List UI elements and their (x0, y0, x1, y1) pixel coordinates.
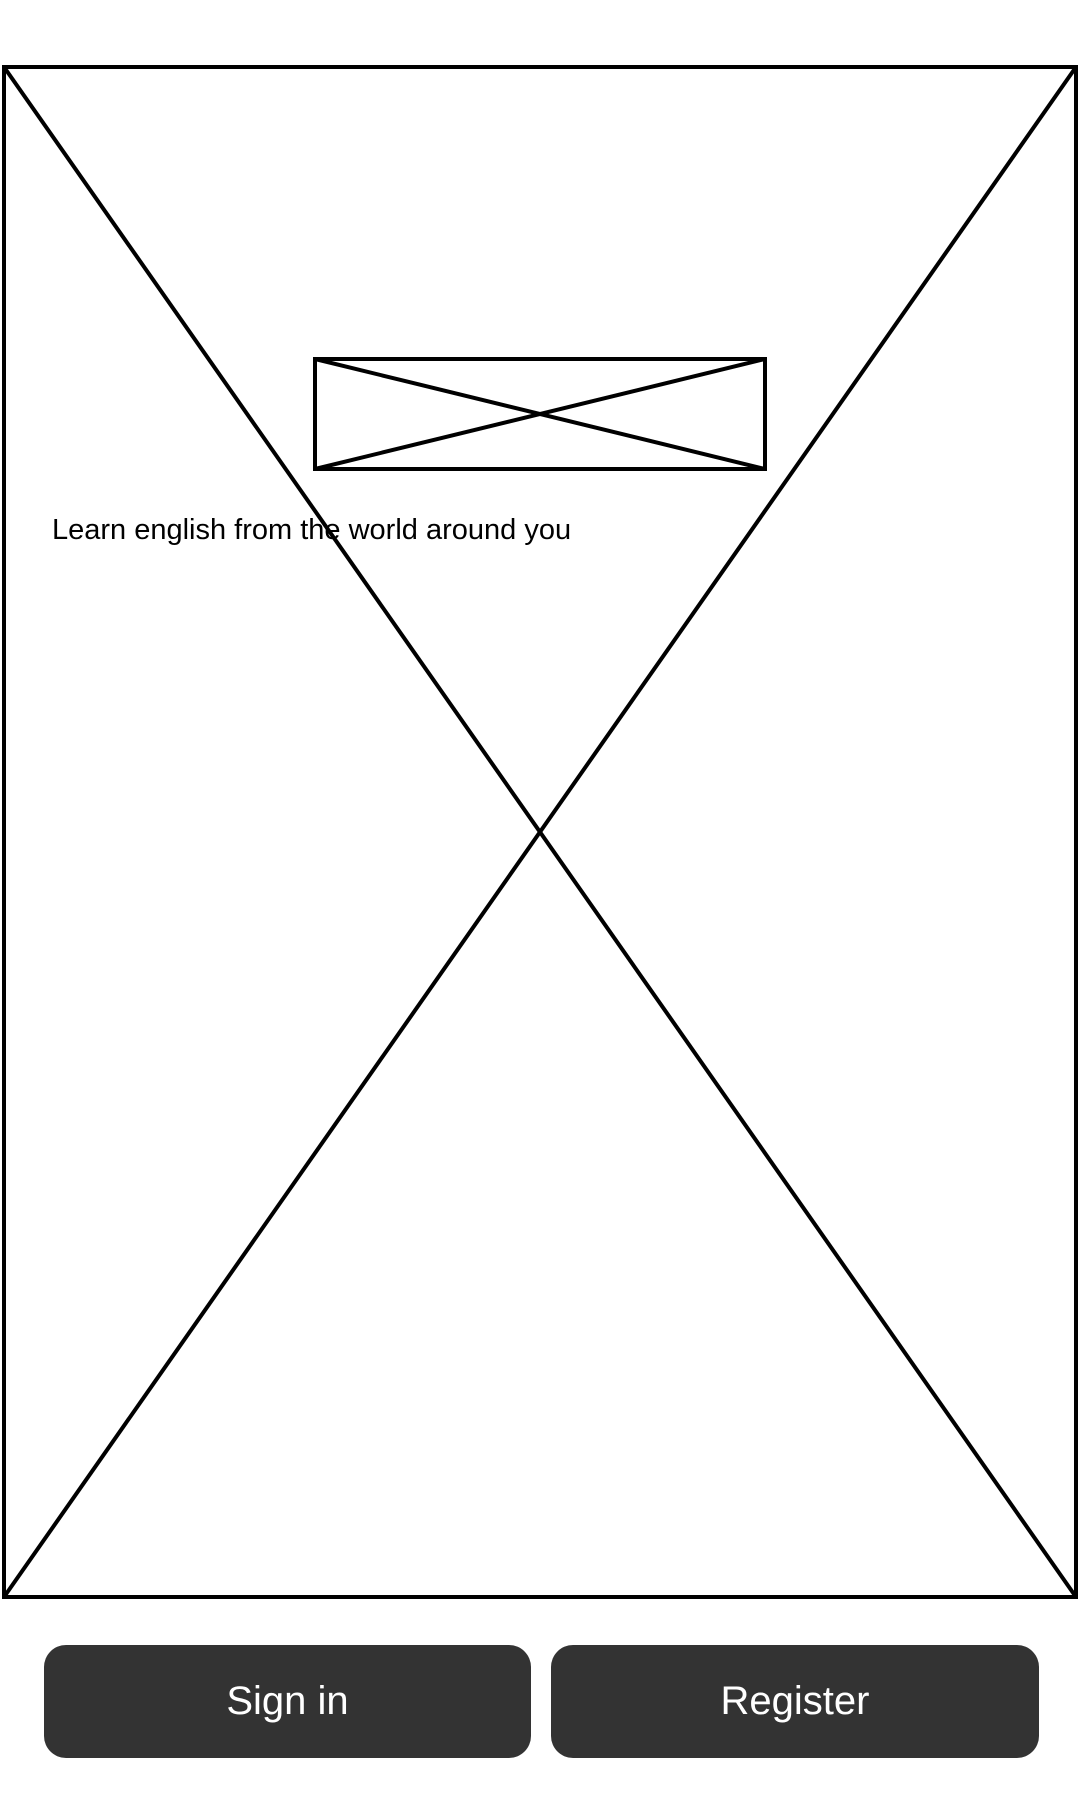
logo-image-cross-line (314, 357, 766, 471)
logo-image-placeholder (313, 357, 767, 471)
sign-in-button[interactable]: Sign in (44, 1645, 531, 1758)
register-button[interactable]: Register (551, 1645, 1039, 1758)
tagline-text: Learn english from the world around you (52, 514, 572, 546)
background-image-cross-line (2, 65, 1078, 1599)
sign-in-button-label: Sign in (226, 1679, 349, 1723)
background-image-frame (2, 65, 1078, 1599)
register-button-label: Register (720, 1679, 870, 1723)
